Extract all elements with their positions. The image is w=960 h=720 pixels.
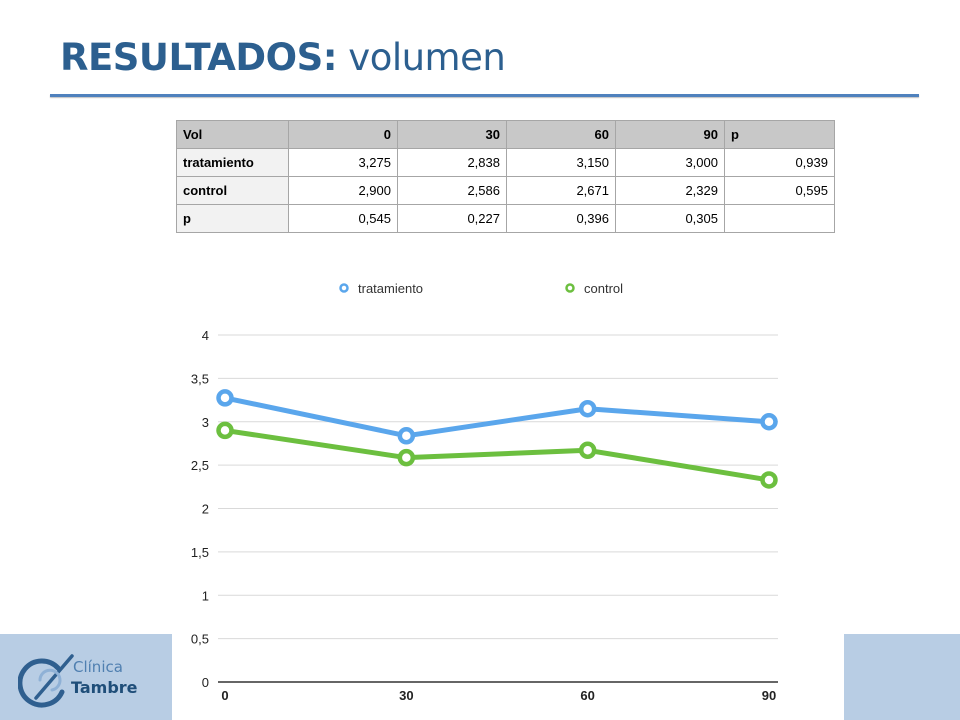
y-tick-label: 3 [202,415,209,430]
legend-label: tratamiento [358,281,423,296]
data-point [216,421,234,440]
table-row-label: tratamiento [176,148,289,177]
y-tick-label: 3,5 [191,371,209,386]
table-header-cell: 0 [288,120,398,149]
y-tick-label: 0 [202,675,209,690]
y-tick-label: 1 [202,588,209,603]
legend-label: control [584,281,623,296]
logo-mark-icon [18,654,74,708]
table-cell: 0,396 [506,204,616,233]
legend-marker [565,283,575,293]
y-tick-label: 0,5 [191,632,209,647]
data-point [578,441,597,460]
x-tick-label: 60 [580,688,594,703]
data-point [578,399,597,418]
data-point [760,471,778,489]
table-cell: 2,838 [397,148,507,177]
x-tick-label: 0 [221,688,228,703]
table-cell: 0,545 [288,204,398,233]
table-cell: 2,586 [397,176,507,205]
data-point [397,448,416,467]
y-tick-label: 2,5 [191,458,209,473]
logo-text-line2: Tambre [71,678,138,697]
table-header-cell: 60 [506,120,616,149]
title-divider [50,94,919,97]
table-cell: 0,939 [724,148,835,177]
data-point [760,413,778,431]
clinic-logo: Clínica Tambre [18,646,158,712]
table-cell: 2,900 [288,176,398,205]
table-header-row: Vol 0 30 60 90 p [176,120,835,149]
logo-text-line1: Clínica [73,658,123,676]
table-cell: 3,000 [615,148,725,177]
results-table: Vol 0 30 60 90 p tratamiento 3,275 2,838… [176,120,835,233]
table-cell [724,204,835,233]
table-header-cell: 90 [615,120,725,149]
chart-area: 0 0,5 1 1,5 2 2,5 3 3,5 4 0 30 60 90 tratamiento contr… [172,262,844,720]
table-header-cell: 30 [397,120,507,149]
legend-marker [339,283,349,293]
table-row-label: control [176,176,289,205]
slide-title: RESULTADOS: volumen [60,36,506,79]
table-cell: 0,227 [397,204,507,233]
data-point [397,427,416,445]
table-cell: 0,595 [724,176,835,205]
table-cell: 3,150 [506,148,616,177]
y-tick-label: 1,5 [191,545,209,560]
data-point [216,389,234,407]
table-row: p 0,545 0,227 0,396 0,305 [176,204,835,233]
x-tick-label: 30 [399,688,413,703]
table-cell: 3,275 [288,148,398,177]
y-tick-label: 2 [202,502,209,517]
x-tick-label: 90 [762,688,776,703]
slide-title-light: volumen [348,36,506,79]
table-cell: 2,329 [615,176,725,205]
volume-line-chart: 0 0,5 1 1,5 2 2,5 3 3,5 4 0 30 60 90 tratamiento contr… [191,281,778,703]
series-line [222,427,772,483]
table-row: tratamiento 3,275 2,838 3,150 3,000 0,93… [176,148,835,177]
footer-band-right [844,634,960,720]
series-line [222,395,772,439]
table-row: control 2,900 2,586 2,671 2,329 0,595 [176,176,835,205]
table-row-label: p [176,204,289,233]
table-cell: 2,671 [506,176,616,205]
table-header-cell: p [724,120,835,149]
table-cell: 0,305 [615,204,725,233]
slide-title-strong: RESULTADOS: [60,36,338,79]
footer-band-left [0,634,172,720]
y-tick-label: 4 [202,328,209,343]
table-header-cell: Vol [176,120,289,149]
